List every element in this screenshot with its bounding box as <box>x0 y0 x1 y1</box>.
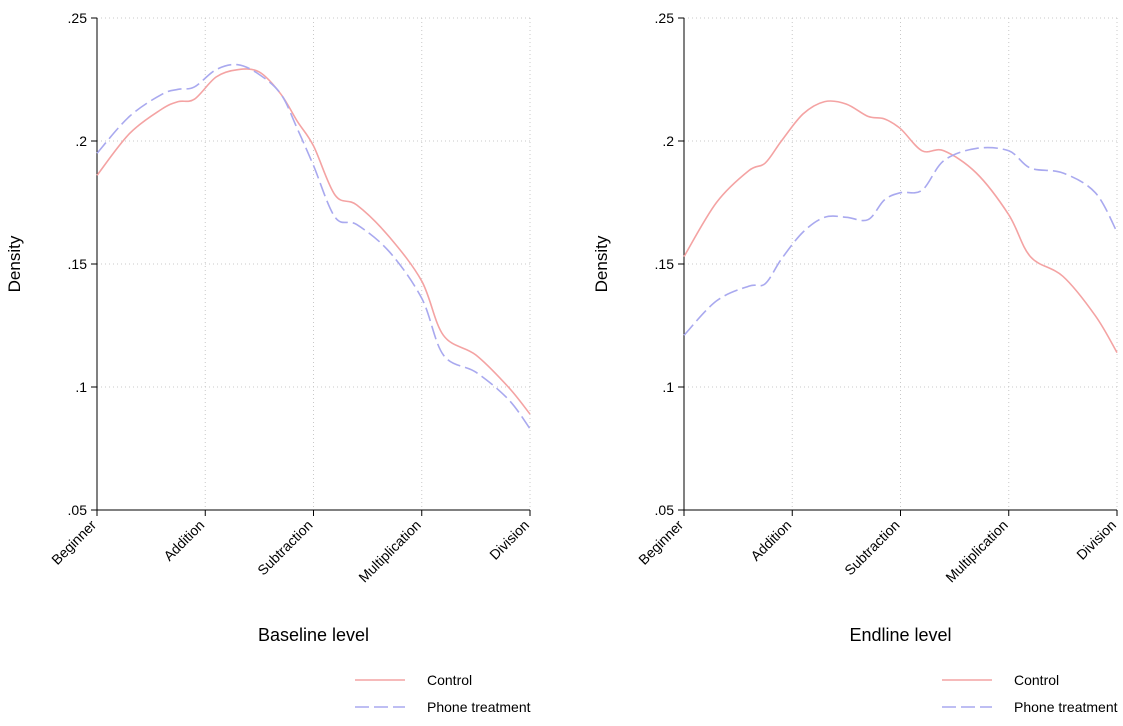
legend: Control Phone treatment <box>355 672 531 715</box>
y-tick-label: .1 <box>662 379 674 395</box>
x-tick-label: Beginner <box>635 517 686 568</box>
y-tick-label: .1 <box>75 379 87 395</box>
legend: Control Phone treatment <box>942 672 1118 715</box>
series-line-control <box>683 100 1118 354</box>
x-tick-label: Division <box>1073 517 1119 563</box>
legend-label: Phone treatment <box>427 699 531 715</box>
x-tick-label: Addition <box>160 517 207 564</box>
x-tick-label: Beginner <box>48 517 99 568</box>
legend-label: Control <box>427 672 472 688</box>
series-line-phone-treatment <box>683 146 1118 336</box>
y-tick-label: .2 <box>662 133 674 149</box>
legend-label: Phone treatment <box>1014 699 1118 715</box>
x-tick-label: Multiplication <box>942 517 1011 586</box>
y-tick-label: .25 <box>68 10 88 26</box>
x-tick-label: Subtraction <box>841 517 902 578</box>
y-axis-label: Density <box>592 235 611 292</box>
x-tick-label: Subtraction <box>254 517 315 578</box>
chart-panel-1: .05 .1 .15 .2 .25 Beginner Addition Subtraction… <box>5 10 532 715</box>
series-line-phone-treatment <box>96 63 531 430</box>
y-axis-label: Density <box>5 235 24 292</box>
x-tick-label: Multiplication <box>355 517 424 586</box>
y-tick-label: .2 <box>75 133 87 149</box>
x-tick-label: Division <box>486 517 532 563</box>
y-tick-label: .15 <box>68 256 88 272</box>
series-line-control <box>96 68 531 415</box>
y-tick-label: .25 <box>655 10 675 26</box>
y-tick-label: .05 <box>68 502 88 518</box>
y-tick-label: .15 <box>655 256 675 272</box>
x-axis-label: Baseline level <box>258 625 369 645</box>
legend-label: Control <box>1014 672 1059 688</box>
y-tick-label: .05 <box>655 502 675 518</box>
chart-panel-2: .05 .1 .15 .2 .25 Beginner Addition Subtraction… <box>592 10 1119 715</box>
x-axis-label: Endline level <box>849 625 951 645</box>
x-tick-label: Addition <box>747 517 794 564</box>
